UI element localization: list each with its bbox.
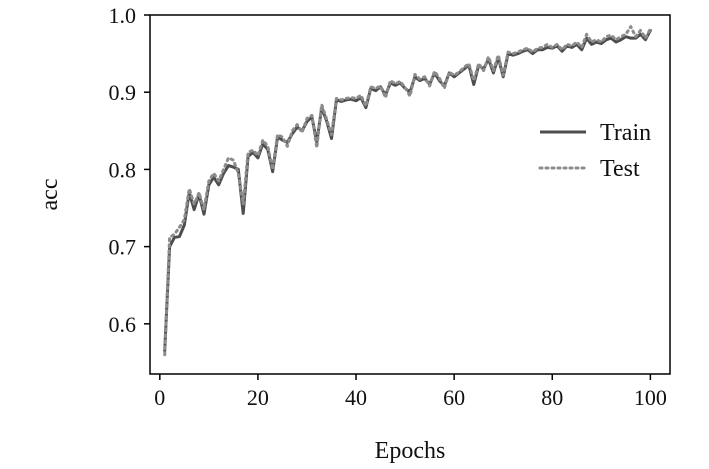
x-tick-label: 40 [345,385,367,410]
y-tick-label: 1.0 [109,3,137,28]
series-layer [163,25,652,357]
x-tick-label: 100 [634,385,667,410]
x-tick-label: 20 [247,385,269,410]
y-tick-label: 0.9 [109,80,137,105]
legend: Train Test [538,120,651,182]
x-tick-label: 80 [541,385,563,410]
legend-label-test: Test [600,156,640,182]
legend-label-train: Train [600,120,651,146]
x-axis-label: Epochs [375,438,446,464]
y-tick-label: 0.8 [109,157,137,182]
x-tick-label: 0 [154,385,165,410]
y-axis-ticks: 0.6 0.7 0.8 0.9 1.0 [109,3,150,337]
y-tick-label: 0.6 [109,312,137,337]
x-axis-ticks: 0 20 40 60 80 100 [154,374,667,410]
y-tick-label: 0.7 [109,235,137,260]
y-axis-label: acc [37,179,63,211]
series-line-test [163,25,652,357]
axes-frame [149,14,671,375]
series-line-train [163,28,652,353]
x-tick-label: 60 [443,385,465,410]
